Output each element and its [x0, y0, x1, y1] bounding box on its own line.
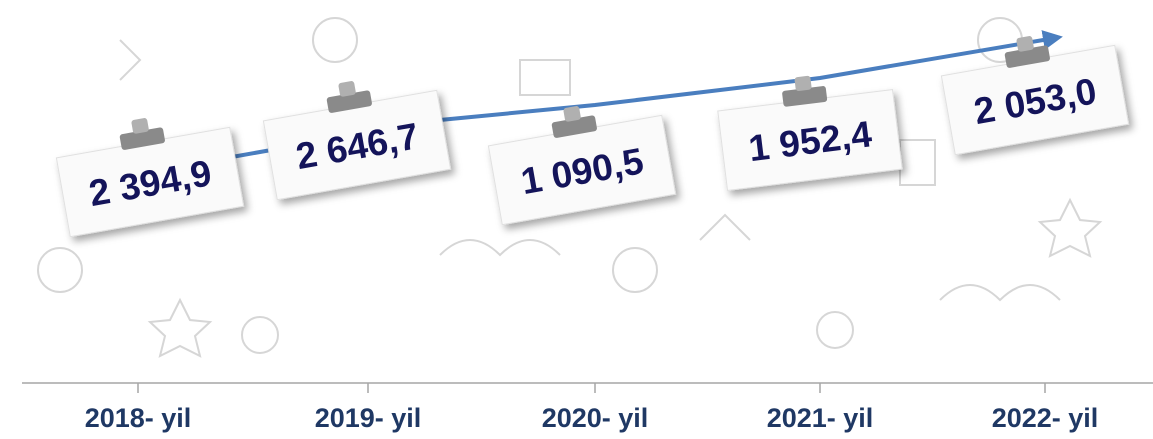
note-clip	[1004, 45, 1050, 68]
x-tick-label: 2020- yil	[542, 403, 649, 433]
value-note: 2 646,7	[262, 81, 452, 201]
note-clip	[551, 115, 597, 138]
note-clip-top	[131, 118, 149, 134]
note-clip	[782, 86, 828, 107]
note-clip-top	[338, 81, 356, 97]
note-clip	[119, 127, 165, 150]
note-clip-top	[1016, 36, 1034, 52]
note-clip-top	[794, 75, 812, 92]
x-tick-label: 2021- yil	[767, 403, 874, 433]
value-note: 1 952,4	[717, 75, 903, 191]
x-tick-label: 2022- yil	[992, 403, 1099, 433]
note-clip	[326, 90, 372, 113]
x-tick-label: 2018- yil	[85, 403, 192, 433]
value-note: 2 053,0	[940, 36, 1130, 156]
series: 2018- yil 2 394,9 2019- yil 2 646,7 2020- yi…	[55, 36, 1130, 433]
value-note: 2 394,9	[55, 118, 245, 238]
value-note: 1 090,5	[487, 106, 677, 226]
x-tick-label: 2019- yil	[315, 403, 422, 433]
note-clip-top	[563, 106, 581, 122]
